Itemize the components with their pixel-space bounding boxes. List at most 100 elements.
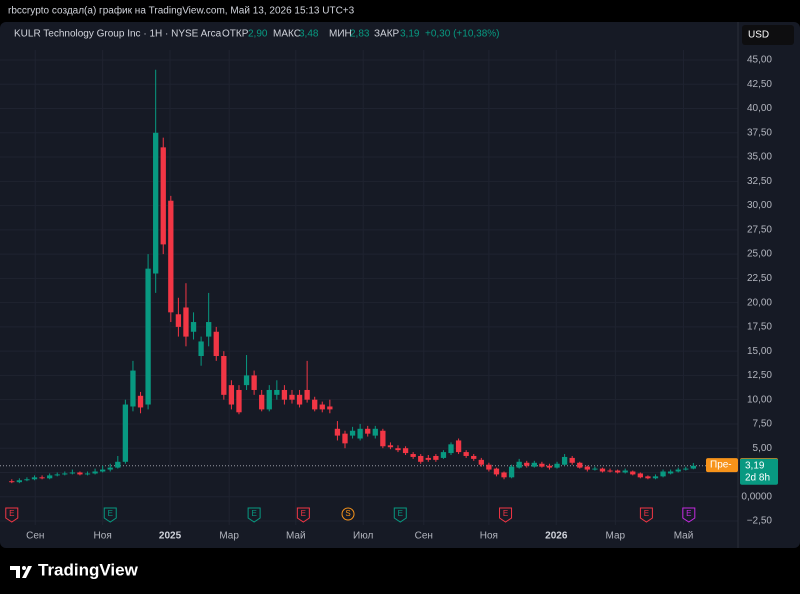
x-tick-label: Сен [26,531,44,542]
event-label: E [108,509,113,518]
candle-body [9,481,15,483]
ohlc-label: МИН [329,29,352,40]
candle-body [690,465,696,469]
candle-body [319,404,325,410]
candle-body [607,470,613,472]
candle-body [524,462,530,466]
event-marker: E [499,507,513,523]
event-badge [247,507,261,523]
event-label: E [503,509,508,518]
candle-body [84,473,91,475]
candle-body [357,428,363,439]
candle-body [342,433,348,444]
y-tick-label: 27,50 [747,224,772,235]
y-tick-label: 17,50 [747,322,772,333]
candle-body [92,471,98,474]
candle-body [425,457,431,460]
candle-body [440,452,447,458]
candle-body [122,404,129,462]
candle-body [577,462,583,468]
x-tick-label: Май [674,531,694,542]
candle-body [168,200,174,313]
y-tick-label: 0,0000 [741,491,772,502]
event-marker: E [682,507,696,523]
event-marker: E [247,507,261,523]
y-tick-label: 15,00 [747,346,772,357]
candle-body [251,375,257,390]
x-tick-label: 2025 [159,531,182,542]
candle-body [334,428,341,436]
y-tick-label: 32,50 [747,176,772,187]
y-tick-label: 20,00 [747,297,772,308]
event-badge [103,507,117,523]
candle-body [327,406,333,410]
candle-body [228,385,235,405]
event-badge [682,507,696,523]
candle-body [206,322,212,337]
candle-body [599,468,606,472]
candle-body [77,472,83,475]
event-marker: E [103,507,117,523]
candle-body [554,463,560,468]
y-tick-label: 7,50 [753,419,773,430]
credit: rbccrypto создал(а) график на TradingVie… [8,5,355,17]
ohlc-value: 3,48 [299,29,319,40]
y-tick-label: 25,00 [747,249,772,260]
premarket-name-box [706,458,738,473]
candle-body [561,456,568,465]
x-tick-label: Мар [606,531,626,542]
candle-body [137,395,144,408]
ohlc-label: ЗАКР [374,29,400,40]
y-tick-label: 5,00 [753,443,773,454]
candle-body [493,468,500,475]
candle-body [274,389,280,395]
candle-body [130,370,136,407]
y-tick-label: 37,50 [747,127,772,138]
x-tick-label: Ноя [94,531,112,542]
candle-body [54,474,60,476]
candle-body [289,394,295,400]
candle-body [107,467,113,470]
y-tick-label: 35,00 [747,152,772,163]
candle-body [183,307,189,337]
plot [0,50,738,525]
premarket-name: Пре- [710,460,732,471]
y-tick-label: 40,00 [747,103,772,114]
candle-body [190,322,197,332]
candle-body [675,469,681,472]
candle-body [652,476,659,479]
y-tick-label: 42,50 [747,79,772,90]
candle-body [387,445,394,448]
candle-body [31,477,38,480]
event-marker: E [639,507,653,523]
candle-body [478,459,484,465]
candle-body [380,430,386,447]
candle-body [304,389,310,400]
ohlc-label: МАКС [273,29,301,40]
candle-body [433,455,439,460]
candle-body [198,341,204,357]
logo-dot [22,566,26,570]
candle-body [508,466,515,478]
candle-body [569,457,575,463]
candle-body [455,440,462,453]
candle-body [281,389,288,400]
candle-body [16,480,23,483]
last-price-box [740,458,778,485]
candle-body [69,472,76,474]
event-marker: E [393,507,407,523]
currency[interactable]: USD [748,30,769,41]
candle-body [24,479,30,481]
currency-box[interactable] [742,25,794,45]
candle-body [418,455,424,462]
event-badge [393,507,407,523]
candle-body [531,462,537,467]
ohlc-value: 2,90 [248,29,268,40]
logo: TradingView [10,560,139,579]
y-tick-label: 22,50 [747,273,772,284]
candle-body [471,455,477,459]
candle-body [145,268,151,405]
candle-body [683,468,689,470]
logo-icon [10,566,32,578]
